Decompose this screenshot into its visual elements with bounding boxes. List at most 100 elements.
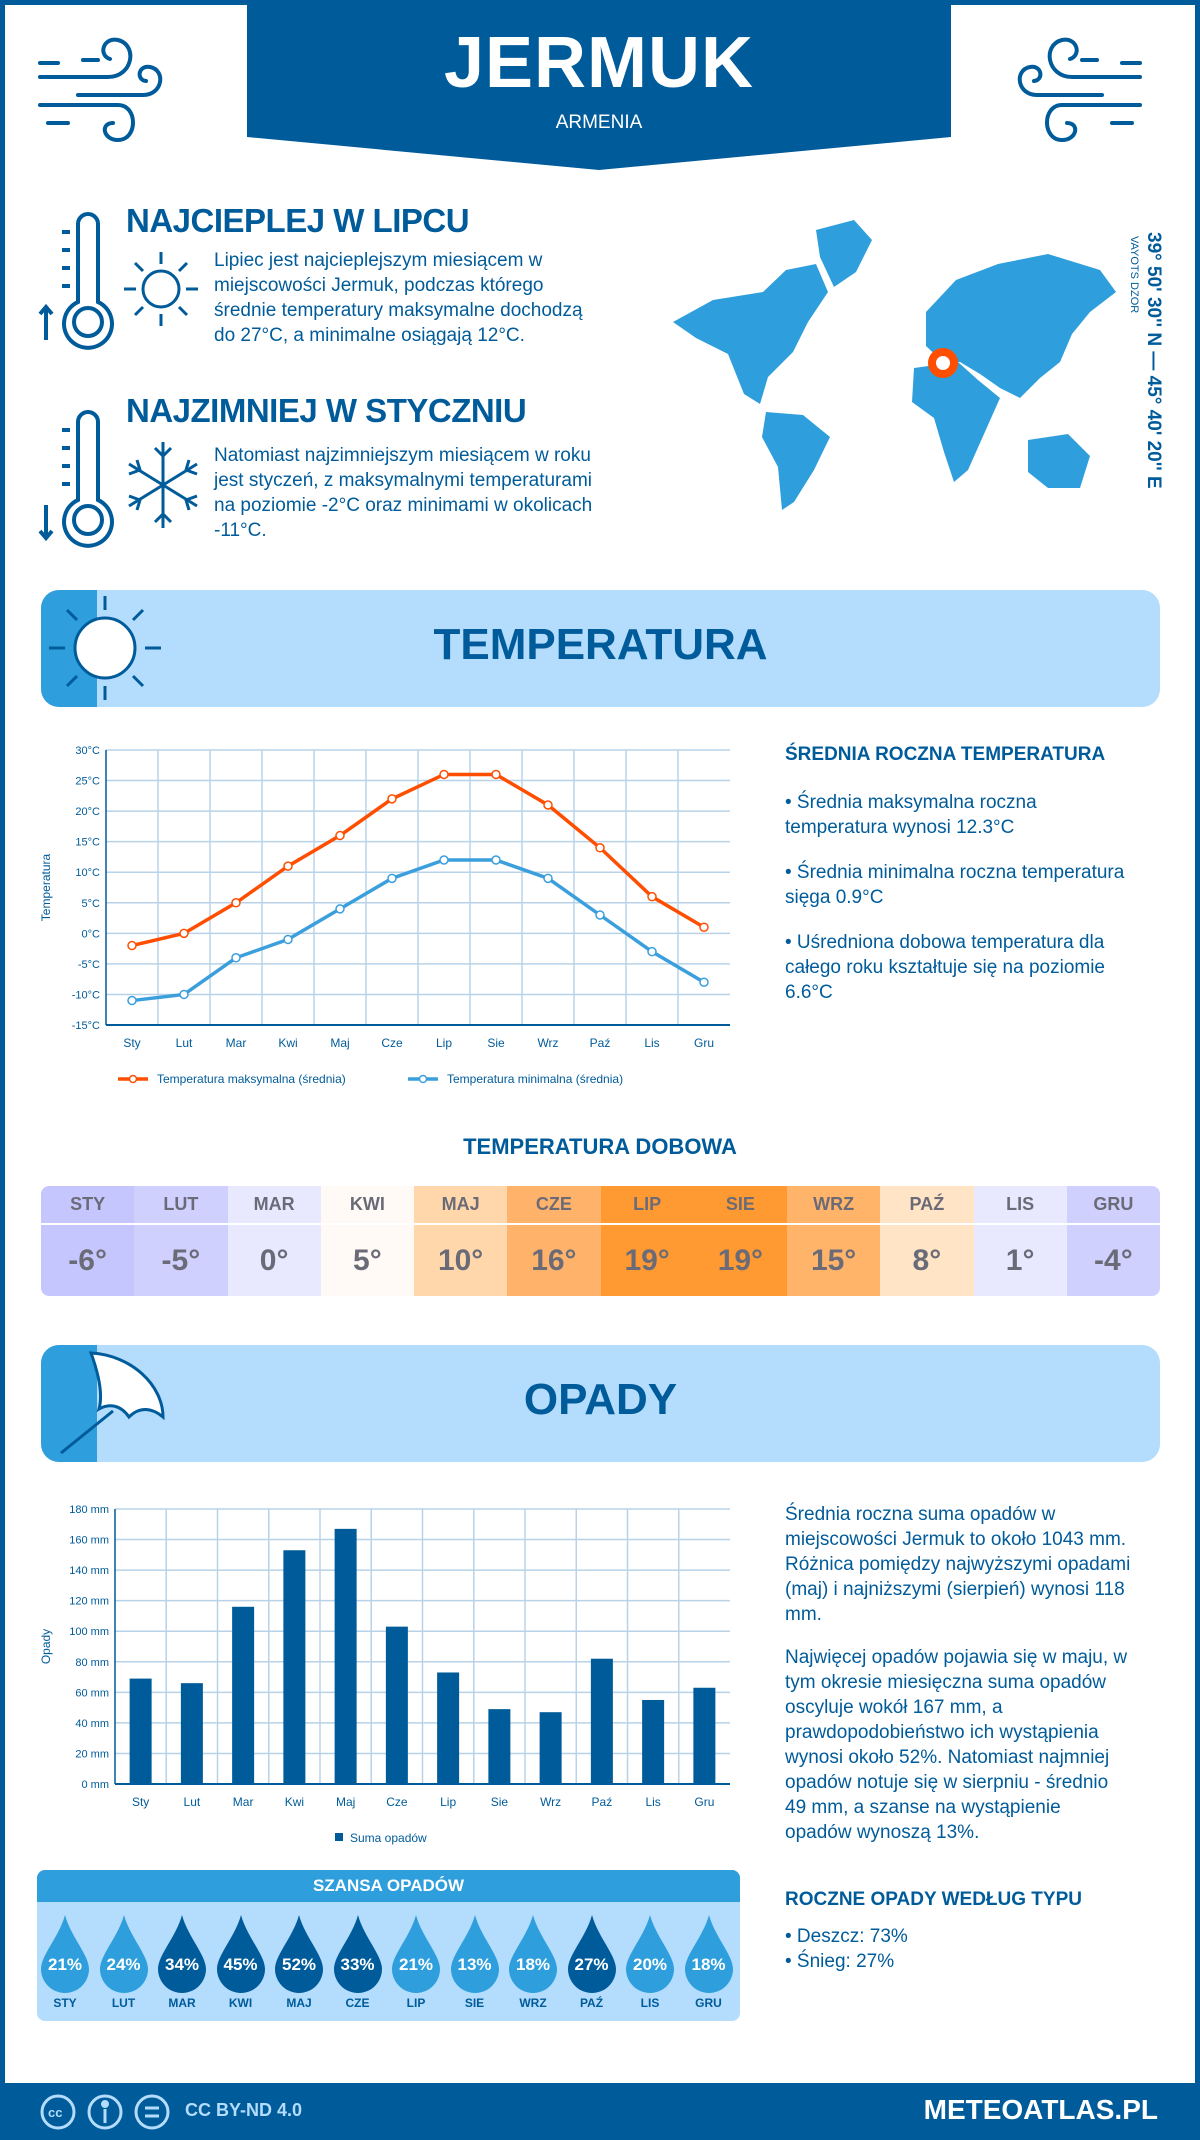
data-point bbox=[127, 940, 137, 951]
month-label: LIS bbox=[640, 1996, 660, 2010]
text-line: oscyluje wokół 167 mm, a bbox=[785, 1697, 1003, 1718]
month-label: SIE bbox=[464, 1996, 485, 2010]
annual-temp-bullet: • Średnia minimalna roczna temperatura si… bbox=[785, 860, 1124, 910]
text-line: 49 mm, a szanse na wystąpienie bbox=[785, 1797, 1061, 1818]
bar bbox=[693, 1687, 716, 1784]
month-label: CZE bbox=[345, 1996, 370, 2010]
rain-chance-drop: 27% bbox=[566, 1915, 618, 1995]
daily-temp-column: LUT -5° bbox=[134, 1186, 228, 1296]
temperature-banner: TEMPERATURA bbox=[41, 590, 1160, 707]
raindrop-icon bbox=[450, 1915, 499, 1993]
x-tick-label: Mar bbox=[226, 1036, 247, 1050]
daily-temp-column: PAŹ 8° bbox=[880, 1186, 974, 1296]
x-tick-label: Lip bbox=[440, 1795, 456, 1809]
y-tick-label: -15°C bbox=[72, 1020, 100, 1032]
x-tick-label: Lut bbox=[176, 1036, 193, 1050]
raindrop-icon bbox=[99, 1915, 148, 1993]
umbrella-icon bbox=[60, 1351, 165, 1455]
bar bbox=[385, 1626, 408, 1784]
text-line: Lipiec jest najcieplejszym miesiącem w bbox=[214, 250, 543, 271]
legend-label: Temperatura maksymalna (średnia) bbox=[157, 1072, 346, 1086]
chance-heading: SZANSA OPADÓW bbox=[37, 1870, 740, 1902]
text-line: tym okresie miesięczna suma opadów bbox=[785, 1672, 1107, 1693]
legend-swatch bbox=[335, 1833, 343, 1841]
series-line bbox=[131, 772, 705, 948]
raindrop-icon bbox=[41, 1915, 89, 1993]
rain-chance-value: 33% bbox=[340, 1955, 375, 1974]
precipitation-details: Najwięcej opadów pojawia się w maju, w ty… bbox=[785, 1645, 1127, 1845]
month-label: WRZ bbox=[519, 1996, 547, 2010]
x-tick-label: Gru bbox=[694, 1036, 714, 1050]
x-tick-label: Kwi bbox=[278, 1036, 297, 1050]
precipitation-chance-panel: SZANSA OPADÓW 21% STY 24% LUT 34% MAR 45% KWI 52… bbox=[37, 1870, 740, 2021]
text-line: opadów wynoszą 13%. bbox=[785, 1822, 980, 1843]
raindrop-icon bbox=[275, 1915, 323, 1993]
coldest-text: Natomiast najzimniejszym miesiącem w rok… bbox=[214, 443, 592, 543]
region-name: VAYOTS DZOR bbox=[1128, 236, 1140, 314]
data-point bbox=[283, 934, 293, 945]
y-tick-label: 40 mm bbox=[75, 1718, 109, 1730]
city-title: JERMUK bbox=[443, 23, 755, 103]
x-tick-label: Paź bbox=[592, 1795, 613, 1809]
header-banner bbox=[247, 0, 951, 170]
month-label: LUT bbox=[134, 1186, 228, 1225]
bar bbox=[283, 1550, 306, 1784]
legend-marker bbox=[418, 1074, 428, 1084]
rain-chance-value: 13% bbox=[457, 1955, 492, 1974]
month-label: PAŹ bbox=[579, 1996, 604, 2010]
y-tick-label: 20 mm bbox=[75, 1748, 109, 1760]
rain-chance-drop: 24% bbox=[98, 1915, 150, 1995]
site-link[interactable]: METEOATLAS.PL bbox=[923, 2094, 1158, 2125]
month-label: WRZ bbox=[787, 1186, 881, 1225]
text-line: temperatura wynosi 12.3°C bbox=[785, 817, 1015, 838]
raindrop-icon bbox=[158, 1915, 206, 1993]
y-tick-label: 25°C bbox=[75, 776, 100, 788]
rain-chance-drop: 33% bbox=[332, 1915, 384, 1995]
south-america bbox=[762, 412, 830, 510]
bar bbox=[488, 1709, 511, 1784]
warmest-heading: NAJCIEPLEJ W LIPCU bbox=[126, 202, 470, 239]
y-axis-title: Opady bbox=[39, 1629, 53, 1664]
x-tick-label: Lut bbox=[184, 1795, 201, 1809]
y-tick-label: 0 mm bbox=[82, 1779, 110, 1791]
daily-temp-column: LIP 19° bbox=[600, 1186, 694, 1296]
data-point bbox=[647, 891, 657, 902]
text-line: całego roku kształtuje się na poziomie bbox=[785, 957, 1106, 978]
daily-temp-table: STY -6° LUT -5° MAR 0° KWI 5° MAJ 10° CZE 16° LIP 19°… bbox=[41, 1186, 1160, 1296]
y-tick-label: 100 mm bbox=[69, 1626, 109, 1638]
license-label[interactable]: CC BY-ND 4.0 bbox=[185, 2100, 303, 2120]
rain-chance-value: 21% bbox=[398, 1955, 434, 1974]
greenland bbox=[816, 220, 872, 287]
daily-temp-column: KWI 5° bbox=[320, 1186, 414, 1296]
text-line: -11°C. bbox=[214, 520, 267, 541]
coldest-heading: NAJZIMNIEJ W STYCZNIU bbox=[126, 392, 527, 429]
month-label: KWI bbox=[320, 1186, 414, 1225]
temperature-chart: -15°C -10°C -5°C 0°C 5°C 10°C 15°C 20°C 25°C 30°C… bbox=[39, 745, 730, 1086]
rain-chance-drop: 45% bbox=[215, 1915, 267, 1995]
daily-temp-column: WRZ 15° bbox=[787, 1186, 881, 1296]
daily-temp-value: 19° bbox=[717, 1243, 764, 1277]
data-point bbox=[179, 928, 189, 939]
rain-chance-value: 20% bbox=[632, 1955, 668, 1974]
raindrop-icon bbox=[392, 1915, 440, 1993]
bar bbox=[437, 1672, 460, 1784]
raindrop-icon bbox=[684, 1915, 733, 1993]
y-tick-label: 80 mm bbox=[75, 1657, 109, 1669]
bar bbox=[590, 1658, 613, 1784]
thermometer-down-icon bbox=[38, 410, 114, 548]
bar bbox=[334, 1528, 357, 1784]
data-point bbox=[699, 922, 709, 932]
month-label: LIP bbox=[406, 1996, 426, 2010]
text-line: • Średnia minimalna roczna temperatura bbox=[785, 862, 1125, 883]
month-label: STY bbox=[41, 1186, 135, 1225]
text-line: Natomiast najzimniejszym miesiącem w rok… bbox=[214, 445, 591, 466]
data-point bbox=[647, 946, 657, 957]
footer: cc CC BY-ND 4.0 METEOATLAS.PL bbox=[0, 2083, 1200, 2140]
x-tick-label: Sty bbox=[132, 1795, 149, 1809]
text-line: • Uśredniona dobowa temperatura dla bbox=[785, 932, 1105, 953]
rain-chance-drop: 21% bbox=[390, 1915, 442, 1995]
text-line: mm. bbox=[785, 1604, 822, 1625]
y-tick-label: 60 mm bbox=[75, 1687, 109, 1699]
daily-temp-value: 15° bbox=[810, 1243, 857, 1277]
y-tick-label: 15°C bbox=[75, 837, 100, 849]
